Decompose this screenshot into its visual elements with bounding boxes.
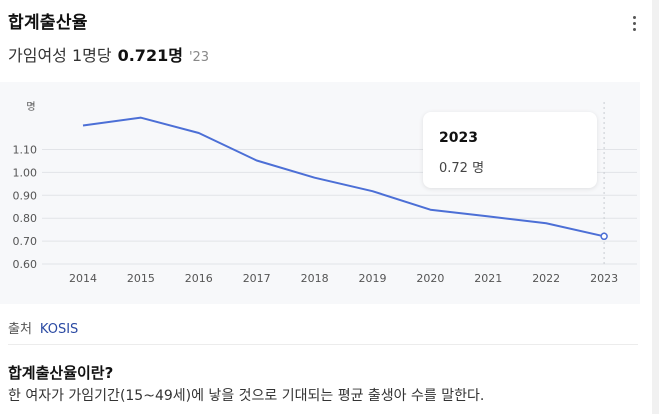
source-link[interactable]: KOSIS bbox=[39, 322, 79, 337]
series-line[interactable] bbox=[82, 116, 605, 238]
x-tick-label: 2018 bbox=[301, 272, 329, 285]
data-point-2023[interactable] bbox=[600, 232, 608, 241]
y-tick-label: 0.70 bbox=[13, 235, 38, 248]
source-label: 출처 bbox=[8, 322, 32, 337]
divider bbox=[8, 344, 638, 345]
x-tick-label: 2020 bbox=[416, 272, 444, 285]
y-tick-label: 1.10 bbox=[13, 144, 38, 157]
x-tick-label: 2021 bbox=[474, 272, 502, 285]
year-tag: '23 bbox=[188, 50, 210, 65]
x-tick-label: 2015 bbox=[127, 272, 155, 285]
line-chart[interactable]: 0.60 0.70 0.80 0.90 1.00 1.10 2014 2015 2016 2017… bbox=[0, 82, 640, 304]
y-axis-unit: 명 bbox=[26, 101, 35, 113]
y-tick-label: 0.60 bbox=[13, 258, 38, 271]
x-tick-label: 2016 bbox=[185, 272, 213, 285]
x-tick-label: 2022 bbox=[532, 272, 560, 285]
x-tick-label: 2014 bbox=[69, 272, 97, 285]
current-value: 0.721명 bbox=[117, 46, 183, 65]
y-tick-label: 1.00 bbox=[13, 166, 38, 179]
tooltip-value: 0.72 명 bbox=[439, 161, 485, 176]
y-tick-label: 0.80 bbox=[13, 212, 38, 225]
more-vert-icon[interactable] bbox=[624, 10, 644, 36]
x-tick-label: 2017 bbox=[243, 272, 271, 285]
description-title: 합계출산율이란? bbox=[8, 364, 114, 382]
description-text: 한 여자가 가임기간(15~49세)에 낳을 것으로 기대되는 평균 출생아 수… bbox=[8, 388, 485, 404]
tooltip-year: 2023 bbox=[439, 130, 478, 146]
source-line: 출처 KOSIS bbox=[8, 318, 78, 337]
chart-tooltip: 2023 0.72 명 bbox=[423, 112, 597, 188]
card-title: 합계출산율 bbox=[8, 13, 88, 33]
subtitle-label: 가임여성 1명당 bbox=[8, 46, 112, 65]
scrollbar[interactable] bbox=[652, 0, 659, 414]
x-tick-label: 2023 bbox=[590, 272, 618, 285]
y-tick-label: 0.90 bbox=[13, 189, 38, 202]
summary-line: 가임여성 1명당 0.721명 '23 bbox=[8, 42, 209, 66]
x-tick-label: 2019 bbox=[359, 272, 387, 285]
